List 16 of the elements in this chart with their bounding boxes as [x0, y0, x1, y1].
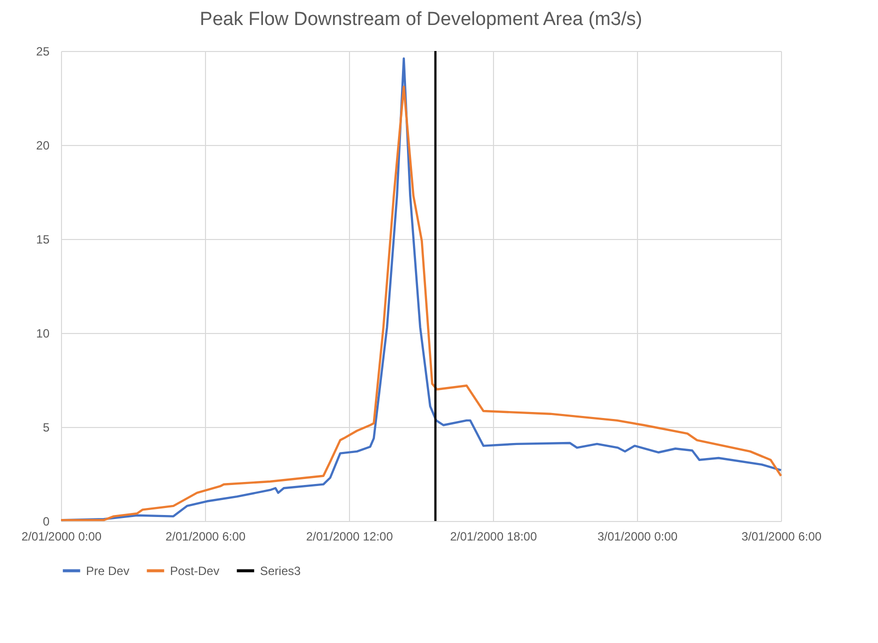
legend-label: Series3	[260, 564, 302, 578]
y-tick-label: 20	[36, 138, 50, 152]
y-tick-label: 5	[42, 420, 50, 434]
x-tick-label: 2/01/2000 12:00	[306, 530, 394, 544]
x-tick-label: 2/01/2000 0:00	[21, 530, 102, 544]
y-tick-label: 0	[42, 514, 50, 528]
x-tick-label: 3/01/2000 0:00	[597, 530, 678, 544]
x-tick-label: 2/01/2000 6:00	[165, 530, 246, 544]
x-tick-label: 3/01/2000 6:00	[741, 530, 822, 544]
y-tick-label: 15	[36, 232, 50, 246]
legend-label: Pre Dev	[86, 564, 130, 578]
y-tick-label: 10	[36, 326, 50, 340]
chart-title: Peak Flow Downstream of Development Area (m3/s)	[200, 9, 642, 30]
x-tick-label: 2/01/2000 18:00	[450, 530, 538, 544]
legend-label: Post-Dev	[170, 564, 220, 578]
y-tick-label: 25	[36, 44, 50, 58]
